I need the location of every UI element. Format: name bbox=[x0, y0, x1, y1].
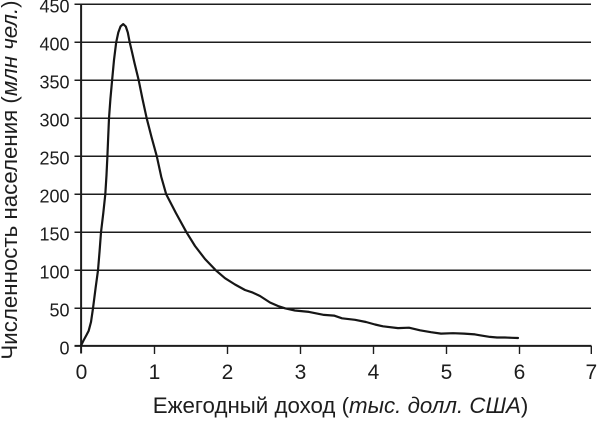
svg-text:350: 350 bbox=[39, 73, 69, 93]
svg-text:6: 6 bbox=[514, 361, 526, 384]
svg-text:2: 2 bbox=[222, 361, 234, 384]
svg-text:50: 50 bbox=[49, 301, 69, 321]
svg-text:3: 3 bbox=[295, 361, 307, 384]
svg-text:100: 100 bbox=[39, 263, 69, 283]
svg-text:1: 1 bbox=[149, 361, 161, 384]
svg-text:0: 0 bbox=[59, 339, 69, 359]
svg-text:Численность населения (млн чел: Численность населения (млн чел.) bbox=[0, 0, 22, 359]
svg-text:200: 200 bbox=[39, 187, 69, 207]
svg-text:4: 4 bbox=[368, 361, 380, 384]
svg-text:7: 7 bbox=[585, 361, 597, 384]
svg-text:400: 400 bbox=[39, 35, 69, 55]
svg-text:150: 150 bbox=[39, 225, 69, 245]
svg-text:0: 0 bbox=[76, 361, 88, 384]
svg-text:300: 300 bbox=[39, 111, 69, 131]
svg-text:450: 450 bbox=[39, 0, 69, 17]
svg-text:Ежегодный доход (тыс. долл. СШ: Ежегодный доход (тыс. долл. США) bbox=[153, 393, 529, 418]
svg-text:250: 250 bbox=[39, 149, 69, 169]
svg-text:5: 5 bbox=[441, 361, 453, 384]
